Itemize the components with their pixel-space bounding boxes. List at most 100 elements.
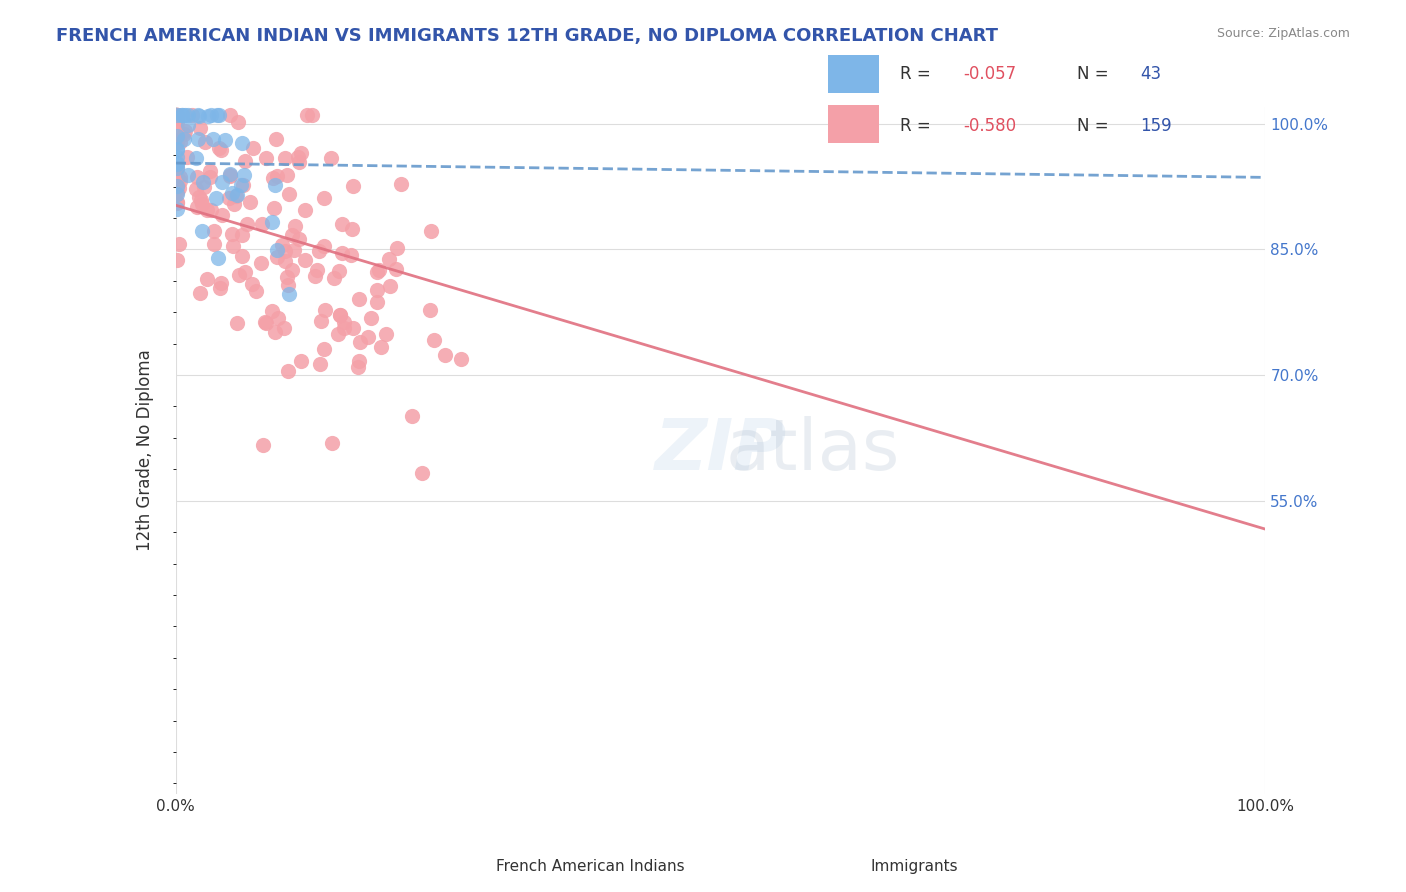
Y-axis label: 12th Grade, No Diploma: 12th Grade, No Diploma xyxy=(136,350,155,551)
Point xyxy=(309,314,332,328)
Point xyxy=(349,335,371,350)
Point xyxy=(222,197,245,211)
Point xyxy=(419,302,441,317)
Point xyxy=(221,227,243,242)
Point xyxy=(176,150,198,164)
Text: -0.580: -0.580 xyxy=(963,117,1017,135)
Point xyxy=(173,108,195,122)
Point xyxy=(205,108,228,122)
Text: FRENCH AMERICAN INDIAN VS IMMIGRANTS 12TH GRADE, NO DIPLOMA CORRELATION CHART: FRENCH AMERICAN INDIAN VS IMMIGRANTS 12T… xyxy=(56,27,998,45)
Point xyxy=(166,108,188,122)
Point xyxy=(187,109,209,123)
Point xyxy=(366,265,388,279)
Point xyxy=(283,244,305,258)
Point xyxy=(194,135,217,149)
Point xyxy=(202,236,225,251)
Point xyxy=(312,342,335,356)
Point xyxy=(233,154,256,169)
Point xyxy=(267,311,290,326)
Point xyxy=(222,239,245,253)
Point xyxy=(349,353,371,368)
Point xyxy=(262,171,284,186)
Point xyxy=(450,351,472,366)
Point xyxy=(214,133,236,147)
Point xyxy=(200,202,222,217)
Point xyxy=(288,154,311,169)
Point xyxy=(166,108,188,122)
Point xyxy=(333,315,356,329)
Point xyxy=(378,252,401,266)
Point xyxy=(187,108,209,122)
Point xyxy=(166,169,188,184)
Point xyxy=(169,135,191,149)
Text: R =: R = xyxy=(900,117,936,135)
Point xyxy=(166,157,188,171)
Point xyxy=(166,194,188,209)
Point xyxy=(328,264,350,278)
Point xyxy=(177,108,200,122)
Point xyxy=(290,145,312,160)
Point xyxy=(190,193,212,207)
Point xyxy=(166,108,188,122)
Point xyxy=(342,321,364,335)
Point xyxy=(172,108,194,122)
Point xyxy=(166,142,188,156)
Point xyxy=(188,121,211,136)
Point xyxy=(225,189,247,203)
Point xyxy=(226,317,249,331)
Point xyxy=(166,136,188,150)
Point xyxy=(360,310,382,325)
Point xyxy=(219,108,242,122)
Point xyxy=(167,237,190,252)
Point xyxy=(281,227,304,242)
Point xyxy=(273,254,295,268)
Point xyxy=(184,182,207,196)
Point xyxy=(340,222,363,236)
Point xyxy=(321,435,343,450)
Point xyxy=(177,118,200,132)
Point xyxy=(304,269,326,284)
Point xyxy=(191,197,214,211)
Point xyxy=(195,203,218,218)
Point xyxy=(202,132,225,146)
Point xyxy=(287,231,309,245)
Point xyxy=(281,262,304,277)
Point xyxy=(166,108,188,122)
Point xyxy=(173,132,195,146)
Point xyxy=(295,108,318,122)
Point xyxy=(186,169,208,184)
Point xyxy=(277,186,299,201)
Point xyxy=(266,169,288,183)
Point xyxy=(209,143,232,157)
Point xyxy=(422,333,444,347)
Point xyxy=(264,325,287,339)
Point xyxy=(200,108,222,122)
Point xyxy=(250,217,273,231)
Text: 159: 159 xyxy=(1140,117,1171,135)
Text: Immigrants: Immigrants xyxy=(870,859,957,874)
Point xyxy=(309,357,332,371)
Point xyxy=(367,262,389,277)
Point xyxy=(235,217,257,231)
Point xyxy=(166,186,188,200)
Point xyxy=(166,111,188,125)
Point xyxy=(177,168,200,182)
Point xyxy=(357,330,380,344)
Point xyxy=(208,280,231,294)
Point xyxy=(211,175,233,189)
Point xyxy=(233,168,256,182)
Point xyxy=(284,219,307,233)
Point xyxy=(166,108,188,122)
Point xyxy=(263,201,285,215)
Point xyxy=(330,217,353,231)
Text: atlas: atlas xyxy=(725,416,900,485)
Point xyxy=(250,256,273,270)
Point xyxy=(205,191,228,205)
Point xyxy=(385,262,408,277)
Point xyxy=(218,169,240,183)
Point xyxy=(208,108,231,122)
Point xyxy=(166,110,188,124)
Point xyxy=(166,196,188,211)
Point xyxy=(193,179,215,194)
Text: N =: N = xyxy=(1077,64,1114,83)
